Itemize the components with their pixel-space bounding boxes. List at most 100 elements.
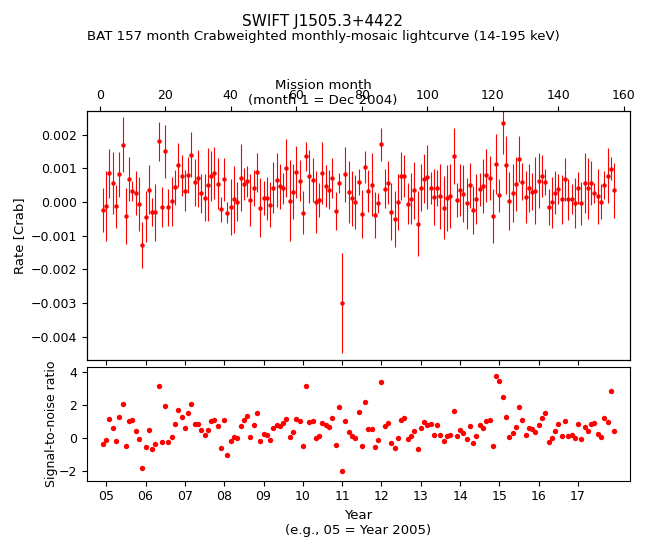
Point [167, 433, 177, 442]
Point [527, 425, 537, 433]
Point [265, 435, 275, 444]
Point [501, 413, 511, 421]
Point [311, 433, 321, 442]
Point [472, 432, 482, 440]
Point [399, 413, 410, 422]
Point [419, 418, 429, 427]
Point [576, 434, 587, 443]
Point [534, 421, 544, 430]
Point [344, 428, 354, 437]
Point [377, 377, 387, 386]
Point [524, 424, 534, 433]
Point [452, 432, 462, 440]
Point [200, 430, 210, 439]
Point [209, 415, 220, 424]
Point [396, 416, 406, 425]
Point [196, 426, 207, 435]
Point [245, 432, 256, 441]
Point [130, 427, 141, 435]
Point [108, 424, 118, 432]
Point [435, 431, 446, 439]
Point [337, 466, 348, 475]
Point [448, 407, 459, 415]
Point [363, 425, 373, 434]
Point [445, 431, 455, 439]
Point [330, 441, 340, 450]
Point [255, 437, 266, 445]
Point [180, 424, 190, 433]
Point [484, 415, 495, 424]
Point [340, 417, 351, 426]
Point [347, 431, 357, 440]
Point [547, 434, 557, 443]
Point [517, 415, 528, 424]
Point [157, 438, 167, 446]
Point [380, 422, 390, 431]
Point [252, 409, 262, 418]
Point [291, 415, 302, 424]
Point [163, 438, 174, 447]
Point [350, 434, 360, 443]
Point [553, 420, 563, 428]
Point [507, 428, 517, 437]
Point [550, 426, 560, 435]
Point [412, 445, 422, 453]
Point [271, 420, 282, 429]
Point [560, 416, 570, 425]
Point [540, 409, 550, 418]
Point [510, 423, 521, 432]
Point [353, 408, 364, 416]
Point [222, 451, 233, 459]
Y-axis label: Rate [Crab]: Rate [Crab] [12, 198, 26, 274]
Point [317, 418, 328, 427]
Point [298, 441, 308, 450]
Point [143, 425, 154, 434]
Point [373, 435, 383, 444]
Point [242, 412, 253, 421]
Point [278, 419, 288, 428]
Point [366, 425, 377, 433]
Point [383, 419, 393, 428]
Point [426, 419, 436, 428]
Point [186, 399, 196, 408]
Point [390, 443, 400, 452]
Y-axis label: Signal-to-noise ratio: Signal-to-noise ratio [45, 361, 57, 487]
Point [606, 387, 616, 395]
Point [170, 420, 180, 428]
Point [121, 441, 131, 450]
Text: SWIFT J1505.3+4422: SWIFT J1505.3+4422 [242, 14, 404, 29]
Point [249, 421, 259, 430]
Point [301, 381, 311, 390]
Point [118, 399, 128, 408]
Point [537, 413, 547, 422]
Point [592, 430, 603, 439]
Text: Mission month: Mission month [275, 79, 371, 92]
Point [439, 437, 449, 445]
Point [98, 439, 108, 448]
Text: BAT 157 month Crabweighted monthly-mosaic lightcurve (14-195 keV): BAT 157 month Crabweighted monthly-mosai… [87, 30, 559, 43]
Point [101, 435, 111, 444]
Point [213, 422, 223, 431]
Point [589, 418, 599, 427]
Point [176, 413, 187, 421]
Point [468, 439, 479, 447]
Point [173, 406, 183, 414]
Point [475, 421, 485, 430]
Point [583, 426, 593, 435]
Point [127, 415, 138, 424]
Point [225, 436, 236, 445]
Point [137, 464, 147, 472]
Point [393, 433, 403, 442]
Point [488, 442, 498, 451]
Point [504, 433, 514, 441]
Point [140, 443, 151, 452]
Point [455, 426, 465, 435]
Point [609, 426, 620, 435]
Point [281, 414, 291, 423]
Point [288, 427, 298, 436]
Point [586, 420, 596, 428]
Point [563, 431, 574, 440]
Point [570, 434, 580, 443]
X-axis label: Year
(e.g., 05 = Year 2005): Year (e.g., 05 = Year 2005) [286, 509, 432, 537]
Point [183, 408, 193, 417]
